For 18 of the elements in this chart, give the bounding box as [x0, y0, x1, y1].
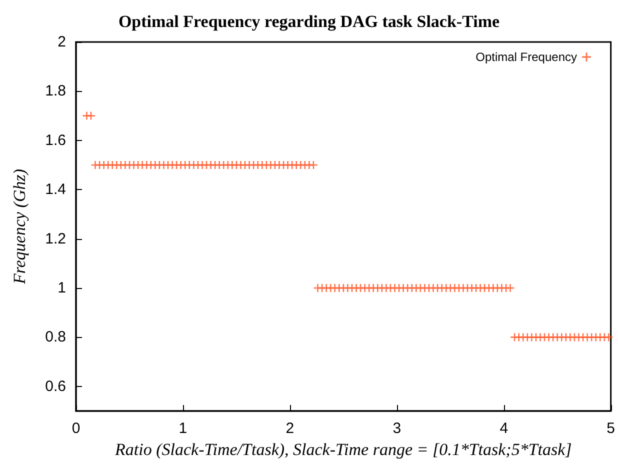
x-axis-title: Ratio (Slack-Time/Ttask), Slack-Time range = [0.1*Ttask;5*Ttask]	[114, 440, 572, 459]
x-tick-label: 4	[500, 420, 508, 437]
y-axis-title: Frequency (Ghz)	[10, 168, 29, 286]
legend-label: Optimal Frequency	[476, 50, 577, 64]
chart-title: Optimal Frequency regarding DAG task Slack-Time	[118, 12, 500, 31]
y-tick-label: 0.6	[45, 378, 66, 395]
y-tick-label: 1.4	[45, 181, 66, 198]
x-tick-label: 2	[286, 420, 294, 437]
x-tick-label: 0	[72, 420, 80, 437]
x-tick-label: 5	[606, 420, 615, 437]
x-tick-label: 3	[392, 420, 402, 437]
x-tick-label: 1	[178, 420, 188, 437]
y-tick-label: 1.6	[45, 132, 66, 149]
y-tick-label: 1	[58, 280, 66, 296]
y-tick-label: 2	[58, 34, 66, 50]
y-tick-label: 1.2	[45, 230, 66, 248]
y-tick-label: 1.8	[45, 82, 66, 100]
y-tick-label: 0.8	[45, 328, 66, 346]
